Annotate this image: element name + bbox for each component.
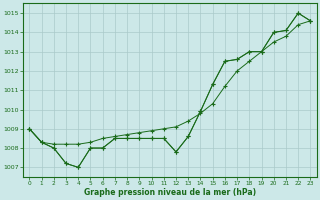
- X-axis label: Graphe pression niveau de la mer (hPa): Graphe pression niveau de la mer (hPa): [84, 188, 256, 197]
